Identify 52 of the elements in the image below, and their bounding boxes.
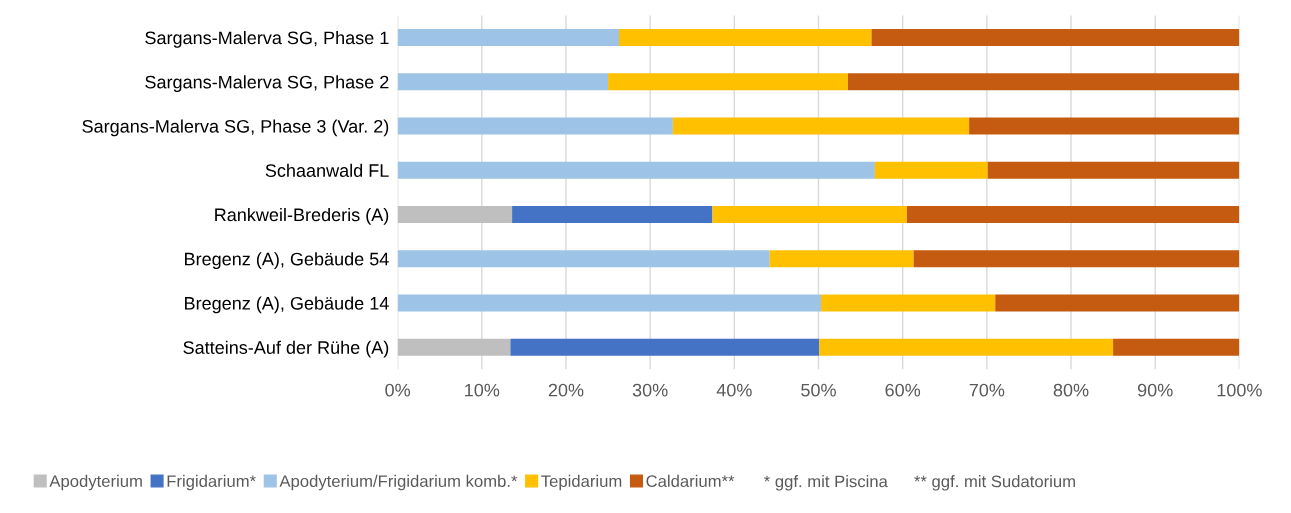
x-tick-label: 90% xyxy=(1137,383,1173,397)
bar xyxy=(712,206,907,223)
y-tick-label: Satteins-Auf der Rühe (A) xyxy=(183,340,389,358)
y-tick-label: Sargans-Malerva SG, Phase 1 xyxy=(145,30,389,48)
bar xyxy=(397,117,673,135)
y-tick-label: Rankweil-Brederis (A) xyxy=(215,207,389,225)
bar xyxy=(821,294,996,312)
bar xyxy=(512,206,713,223)
y-tick-label: Schaanwald FL xyxy=(265,163,389,177)
bar xyxy=(608,73,848,91)
bar xyxy=(769,250,914,268)
x-tick-label: 40% xyxy=(716,383,752,397)
bar xyxy=(906,206,1240,223)
legend-label: Tepidarium xyxy=(541,474,622,491)
bar xyxy=(397,250,770,268)
bar xyxy=(397,29,619,46)
x-tick-label: 0% xyxy=(385,383,411,397)
bar xyxy=(847,73,1240,91)
bar xyxy=(969,117,1240,135)
bar xyxy=(397,294,822,312)
legend-label: Apodyterium xyxy=(49,474,142,491)
x-tick-label: 100% xyxy=(1217,383,1262,397)
bar xyxy=(1113,338,1240,356)
bar xyxy=(397,73,609,91)
bar xyxy=(871,29,1240,46)
bar xyxy=(995,294,1240,312)
x-tick-label: 30% xyxy=(632,383,668,397)
x-tick-label: 80% xyxy=(1053,383,1089,397)
bar xyxy=(987,161,1240,179)
x-tick-label: 20% xyxy=(548,383,584,397)
legend-label: Apodyterium/Frigidarium komb.* xyxy=(279,474,518,491)
bar xyxy=(397,338,511,356)
y-tick-label: Bregenz (A), Gebäude 14 xyxy=(185,296,389,314)
bar xyxy=(510,338,820,356)
bar xyxy=(619,29,872,46)
bar xyxy=(819,338,1114,356)
x-tick-label: 10% xyxy=(465,383,500,397)
legend-label: Frigidarium* xyxy=(167,474,256,491)
y-tick-label: Sargans-Malerva SG, Phase 2 xyxy=(145,75,389,93)
bar xyxy=(913,250,1240,268)
bar xyxy=(397,161,875,179)
text: * ggf. mit Piscina xyxy=(764,475,888,491)
x-tick-label: 60% xyxy=(885,383,921,397)
bar xyxy=(672,117,970,135)
y-tick-label: Sargans-Malerva SG, Phase 3 (Var. 2) xyxy=(82,119,389,137)
y-tick-label: Bregenz (A), Gebäude 54 xyxy=(185,252,389,270)
bar xyxy=(397,206,513,223)
x-tick-label: 50% xyxy=(801,383,836,397)
bar xyxy=(874,161,988,179)
x-tick-label: 70% xyxy=(969,383,1005,397)
text: ** ggf. mit Sudatorium xyxy=(914,475,1075,491)
legend-label: Caldarium** xyxy=(646,474,735,488)
